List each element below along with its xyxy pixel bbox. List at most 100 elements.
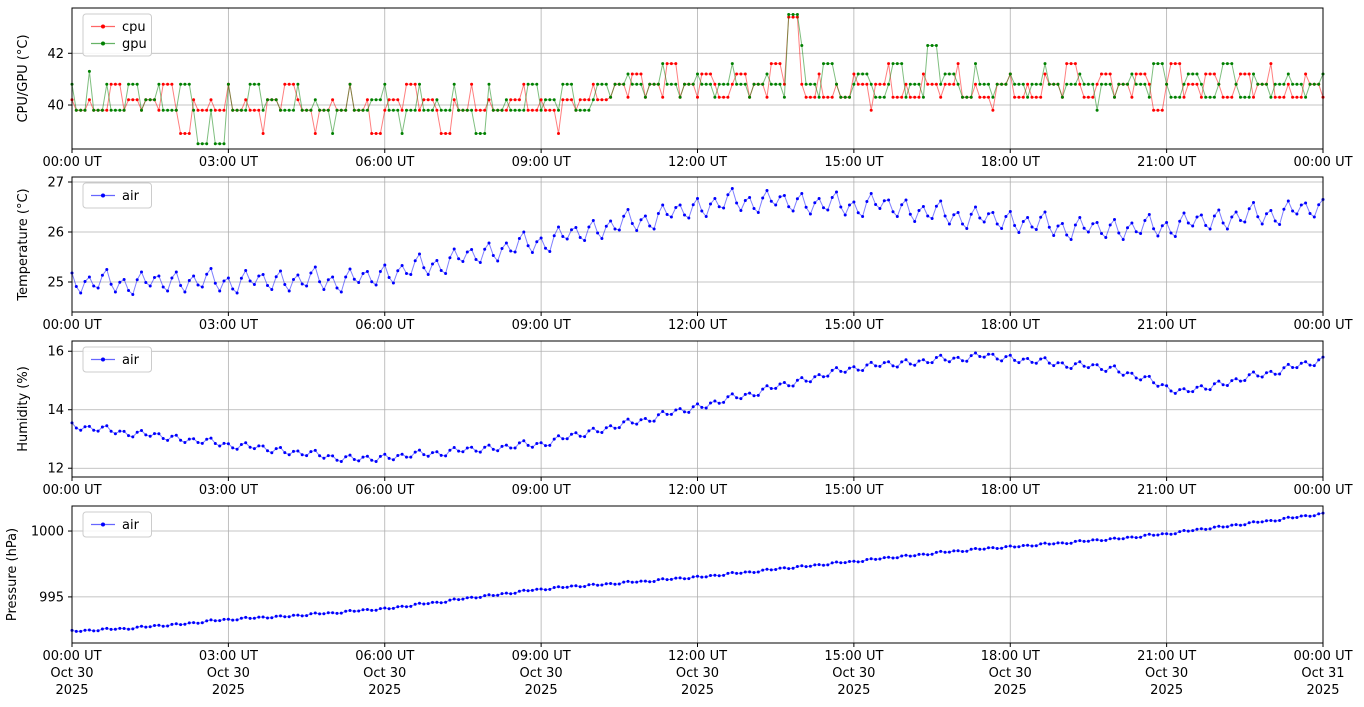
x-tick-year-label: 2025 <box>994 683 1027 698</box>
marker-dot <box>309 271 313 275</box>
marker-dot <box>1043 72 1047 76</box>
marker-dot <box>452 247 456 251</box>
marker-dot <box>1117 370 1121 374</box>
marker-dot <box>283 615 287 619</box>
marker-dot <box>474 449 478 453</box>
marker-dot <box>1269 209 1273 212</box>
tick-marks <box>68 181 1324 316</box>
marker-dot <box>561 586 565 589</box>
marker-dot <box>1204 224 1208 227</box>
marker-dot <box>213 442 217 445</box>
marker-dot <box>557 225 560 229</box>
marker-dot <box>166 438 170 442</box>
y-tick-label: 14 <box>47 403 64 418</box>
marker-dot <box>144 281 148 284</box>
marker-dot <box>357 609 361 613</box>
marker-dot <box>140 429 143 432</box>
marker-dot <box>131 82 135 86</box>
marker-dot <box>409 108 413 112</box>
marker-dot <box>135 625 139 629</box>
marker-dot <box>1104 369 1108 373</box>
marker-dot <box>1082 95 1086 99</box>
marker-dot <box>565 437 569 441</box>
marker-dot <box>378 454 382 458</box>
marker-dot <box>939 82 943 86</box>
marker-dot <box>1095 363 1099 367</box>
marker-dot <box>578 236 582 239</box>
marker-dot <box>174 108 178 112</box>
marker-dot <box>92 629 96 633</box>
marker-dot <box>322 456 326 460</box>
marker-dot <box>261 273 265 276</box>
marker-dot <box>448 108 452 112</box>
y-tick-label: 26 <box>47 226 64 241</box>
marker-dot <box>795 378 799 382</box>
marker-dot <box>800 192 804 195</box>
marker-dot <box>374 98 378 102</box>
marker-dot <box>648 580 652 584</box>
marker-dot <box>683 82 686 86</box>
marker-dot <box>544 108 547 112</box>
marker-dot <box>1221 525 1225 529</box>
marker-dot <box>513 250 517 254</box>
marker-dot <box>1152 533 1156 537</box>
marker-dot <box>613 82 617 86</box>
marker-dot <box>726 95 730 99</box>
marker-dot <box>426 273 430 276</box>
marker-dot <box>617 228 621 232</box>
marker-dot <box>109 282 113 286</box>
marker-dot <box>1273 82 1277 86</box>
marker-dot <box>822 563 825 567</box>
marker-dot <box>1260 375 1264 379</box>
x-tick-label: 15:00 UT <box>824 649 883 664</box>
marker-dot <box>96 108 100 112</box>
marker-dot <box>552 586 556 589</box>
marker-dot <box>1260 520 1264 524</box>
marker-dot <box>213 619 217 623</box>
marker-dot <box>1178 62 1182 66</box>
marker-dot <box>1108 365 1112 369</box>
marker-dot <box>1234 210 1238 214</box>
grid-lines <box>71 341 1324 477</box>
marker-dot <box>1004 545 1008 549</box>
marker-dot <box>900 554 904 558</box>
marker-dot <box>387 108 391 112</box>
marker-dot <box>1004 355 1008 359</box>
marker-dot <box>648 224 652 228</box>
marker-dot <box>92 284 96 288</box>
marker-dot <box>813 95 817 99</box>
marker-dot <box>396 454 400 457</box>
marker-dot <box>1199 95 1203 99</box>
marker-dot <box>357 459 361 463</box>
marker-dot <box>700 72 704 76</box>
marker-dot <box>192 621 196 625</box>
marker-dot <box>756 393 760 397</box>
marker-dot <box>1126 535 1129 539</box>
marker-dot <box>1256 520 1260 524</box>
marker-dot <box>1095 538 1099 542</box>
marker-dot <box>383 452 387 456</box>
marker-dot <box>965 549 969 553</box>
marker-dot <box>583 435 587 439</box>
marker-dot <box>1047 225 1051 229</box>
marker-dot <box>743 82 747 86</box>
marker-dot <box>974 351 977 355</box>
marker-dot <box>1034 228 1038 231</box>
marker-dot <box>222 617 226 621</box>
marker-dot <box>235 447 239 451</box>
marker-dot <box>926 553 930 557</box>
marker-dot <box>118 108 122 112</box>
marker-dot <box>300 108 304 112</box>
marker-dot <box>1082 226 1086 230</box>
marker-dot <box>1169 532 1173 536</box>
marker-dot <box>1295 366 1299 370</box>
marker-dot <box>1234 523 1238 527</box>
marker-dot <box>118 82 122 86</box>
marker-dot <box>118 626 122 630</box>
x-tick-year-label: 2025 <box>1306 683 1339 698</box>
marker-dot <box>596 231 600 235</box>
marker-dot <box>1047 82 1051 86</box>
marker-dot <box>808 212 812 216</box>
marker-dot <box>587 98 591 102</box>
marker-dot <box>509 249 513 253</box>
